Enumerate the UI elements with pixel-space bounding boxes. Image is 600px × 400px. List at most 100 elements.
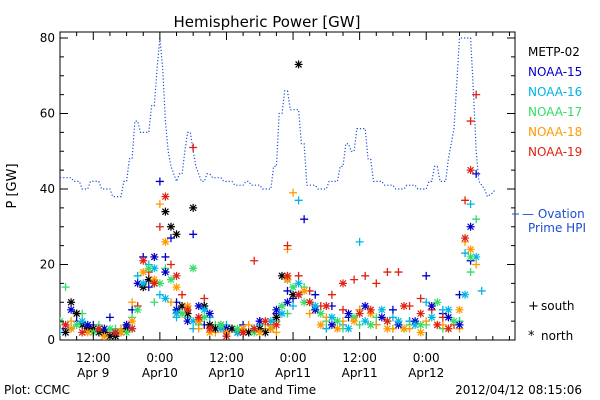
north-point bbox=[172, 309, 181, 318]
south-point bbox=[422, 271, 431, 280]
north-point bbox=[455, 305, 464, 314]
north-point bbox=[461, 290, 470, 299]
north-point bbox=[122, 320, 131, 329]
north-point bbox=[333, 317, 342, 326]
north-point bbox=[244, 328, 253, 337]
north-point bbox=[150, 264, 159, 273]
north-point bbox=[128, 324, 137, 333]
north-point bbox=[150, 279, 159, 288]
north-point bbox=[122, 328, 131, 337]
y-tick-label: 80 bbox=[40, 31, 55, 45]
y-tick-label: 20 bbox=[40, 258, 55, 272]
north-point bbox=[67, 305, 76, 314]
south-point bbox=[244, 320, 253, 329]
north-point bbox=[411, 320, 420, 329]
north-point bbox=[472, 252, 481, 261]
north-point bbox=[155, 279, 164, 288]
footer-timestamp: 2012/04/12 08:15:06 bbox=[455, 383, 582, 397]
north-point bbox=[272, 305, 281, 314]
north-point bbox=[161, 192, 170, 201]
south-point bbox=[61, 283, 70, 292]
south-point bbox=[305, 309, 314, 318]
north-point bbox=[427, 302, 436, 311]
y-axis-label: P [GW] bbox=[5, 163, 20, 208]
north-point bbox=[105, 324, 114, 333]
north-point bbox=[117, 328, 126, 337]
footer-left: Plot: CCMC bbox=[4, 383, 70, 397]
north-point bbox=[294, 60, 303, 69]
north-point bbox=[266, 324, 275, 333]
north-point bbox=[78, 317, 87, 326]
north-point bbox=[322, 302, 331, 311]
north-point bbox=[178, 302, 187, 311]
south-point bbox=[466, 117, 475, 126]
south-point bbox=[161, 252, 170, 261]
north-point bbox=[377, 313, 386, 322]
south-point bbox=[461, 249, 470, 258]
legend-noaa-15: NOAA-15 bbox=[528, 65, 582, 79]
north-point bbox=[433, 298, 442, 307]
south-point bbox=[472, 260, 481, 269]
north-point bbox=[283, 271, 292, 280]
north-point bbox=[61, 328, 70, 337]
south-point bbox=[105, 313, 114, 322]
south-point bbox=[133, 271, 142, 280]
north-point bbox=[205, 324, 214, 333]
south-point bbox=[166, 298, 175, 307]
north-point bbox=[250, 324, 259, 333]
north-point bbox=[466, 245, 475, 254]
north-point bbox=[161, 268, 170, 277]
north-point bbox=[216, 320, 225, 329]
x-tick-date: Apr10 bbox=[142, 366, 178, 380]
south-point bbox=[200, 294, 209, 303]
south-point bbox=[283, 286, 292, 295]
legend-metp-02: METP-02 bbox=[528, 45, 580, 59]
north-point bbox=[261, 328, 270, 337]
north-point bbox=[189, 264, 198, 273]
south-point bbox=[322, 324, 331, 333]
north-point bbox=[189, 203, 198, 212]
north-point bbox=[205, 309, 214, 318]
south-point bbox=[155, 290, 164, 299]
north-point bbox=[294, 279, 303, 288]
south-point bbox=[461, 196, 470, 205]
north-point bbox=[466, 166, 475, 175]
north-point bbox=[172, 271, 181, 280]
south-point bbox=[422, 298, 431, 307]
south-point bbox=[372, 279, 381, 288]
south-point bbox=[289, 302, 298, 311]
north-point bbox=[172, 230, 181, 239]
north-point bbox=[144, 264, 153, 273]
south-point bbox=[472, 90, 481, 99]
north-point bbox=[361, 302, 370, 311]
north-point bbox=[61, 320, 70, 329]
x-tick-date: Apr11 bbox=[342, 366, 378, 380]
x-tick-time: 12:00 bbox=[342, 351, 377, 365]
north-point bbox=[327, 313, 336, 322]
north-point bbox=[272, 313, 281, 322]
south-point bbox=[311, 290, 320, 299]
north-point bbox=[233, 324, 242, 333]
north-point bbox=[255, 317, 264, 326]
north-point bbox=[461, 234, 470, 243]
north-point bbox=[400, 324, 409, 333]
north-point bbox=[150, 252, 159, 261]
legend-marker-symbol: + bbox=[528, 299, 539, 314]
ovation-hpi-series bbox=[60, 37, 497, 198]
north-point bbox=[183, 305, 192, 314]
south-point bbox=[355, 320, 364, 329]
north-point bbox=[139, 268, 148, 277]
north-point bbox=[366, 320, 375, 329]
north-point bbox=[211, 324, 220, 333]
north-point bbox=[350, 317, 359, 326]
south-point bbox=[67, 317, 76, 326]
north-point bbox=[239, 328, 248, 337]
south-point bbox=[466, 268, 475, 277]
legend-marker-south: south bbox=[541, 299, 575, 313]
north-point bbox=[100, 324, 109, 333]
south-point bbox=[472, 169, 481, 178]
north-point bbox=[383, 324, 392, 333]
north-point bbox=[161, 207, 170, 216]
x-tick-time: 12:00 bbox=[209, 351, 244, 365]
legend-noaa-16: NOAA-16 bbox=[528, 85, 582, 99]
